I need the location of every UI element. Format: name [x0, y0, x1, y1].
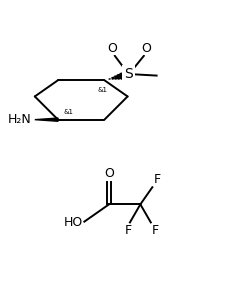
Text: O: O: [141, 42, 150, 55]
Text: &1: &1: [64, 109, 73, 115]
Text: HO: HO: [64, 216, 83, 229]
Text: S: S: [124, 68, 133, 81]
Text: O: O: [107, 42, 117, 55]
Text: F: F: [151, 224, 158, 237]
Text: O: O: [104, 166, 113, 180]
Text: H₂N: H₂N: [8, 113, 31, 126]
Polygon shape: [35, 118, 58, 121]
Text: F: F: [153, 173, 160, 186]
Text: F: F: [125, 224, 132, 237]
Text: &1: &1: [97, 86, 107, 93]
